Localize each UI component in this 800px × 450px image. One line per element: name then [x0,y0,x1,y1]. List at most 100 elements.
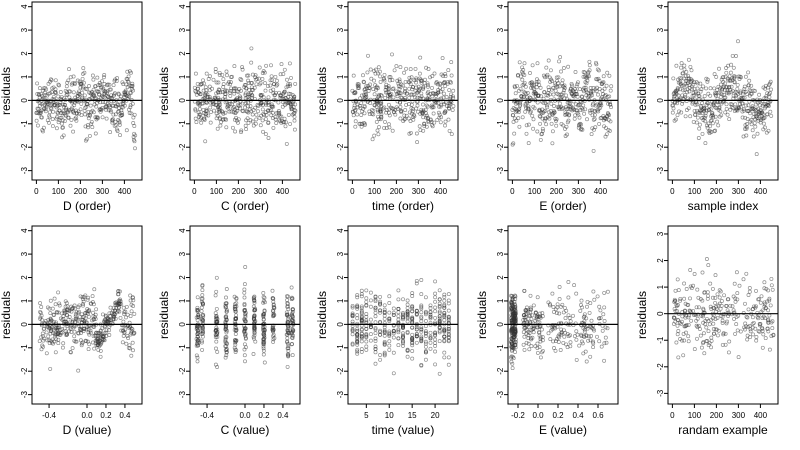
data-point [90,340,95,345]
data-point [410,356,415,361]
data-point [54,90,58,95]
data-point [428,315,433,319]
data-point [767,347,772,352]
data-point [758,103,762,108]
data-point [214,289,219,294]
data-point [126,336,131,341]
data-point [214,313,219,318]
data-point [257,65,262,70]
data-point [98,328,103,333]
x-tick-label: 200 [710,411,724,420]
data-point [713,273,718,278]
data-point [581,74,586,79]
data-point [288,104,293,109]
data-point [129,70,133,75]
data-point [398,65,403,70]
y-tick-label: 4 [496,228,505,233]
data-point [70,306,75,311]
data-point [223,94,227,99]
data-point [708,281,713,286]
y-tick-label: 1 [336,74,345,79]
data-point [96,335,101,340]
data-point [734,54,738,58]
data-point [199,340,204,345]
data-point [382,323,387,328]
data-point [552,110,557,115]
data-point [676,355,681,360]
data-point [47,110,52,115]
data-point [408,92,413,97]
data-point [251,295,256,300]
data-point [732,281,737,286]
data-point [713,327,718,332]
data-point [724,70,729,75]
data-point [553,307,558,312]
data-point [542,118,547,123]
data-point [266,121,271,125]
data-point [731,65,736,70]
data-point [438,82,443,87]
data-point [252,328,257,333]
data-point [764,96,769,101]
data-point [511,316,516,321]
data-point [550,79,554,83]
data-point [292,110,297,115]
data-point [405,348,410,353]
data-point [204,100,209,105]
data-point [568,333,572,338]
data-point [252,330,257,335]
data-point [410,349,415,353]
data-point [261,344,266,349]
data-point [704,86,709,91]
data-point [230,125,235,130]
data-point [742,84,747,89]
data-point [509,313,514,318]
data-point [199,338,204,343]
data-point [539,327,544,332]
data-point [46,120,51,125]
data-point [742,325,747,330]
data-point [364,303,369,308]
data-point [764,286,769,291]
data-point [109,310,114,315]
data-point [63,308,67,313]
data-point [271,125,276,130]
data-point [264,113,269,117]
data-point [428,312,433,317]
data-point [588,354,593,359]
data-point [43,93,48,97]
data-point [68,325,73,330]
data-point [251,87,256,92]
data-point [119,110,124,115]
data-point [232,64,237,69]
data-point [446,117,451,122]
data-point [521,318,526,322]
data-point [696,136,701,140]
data-point [95,116,100,121]
y-tick-label: 2 [496,275,505,280]
data-point [526,122,531,127]
data-point [79,343,84,348]
data-point [747,289,752,294]
data-point [433,349,438,354]
data-point [65,321,70,326]
data-point [602,290,607,295]
data-point [85,297,90,302]
data-point [433,315,438,320]
data-point [288,92,293,96]
data-point [701,84,705,89]
data-point [199,296,204,301]
data-point [108,87,113,92]
data-point [242,295,247,300]
data-point [390,78,395,83]
data-point [446,298,451,303]
data-point [589,334,594,338]
data-point [404,113,409,118]
data-point [84,137,89,142]
y-axis-label: residuals [635,291,649,339]
data-point [364,327,369,331]
data-point [697,122,702,127]
data-point [746,293,751,297]
data-point [401,343,405,348]
data-point [51,331,56,336]
